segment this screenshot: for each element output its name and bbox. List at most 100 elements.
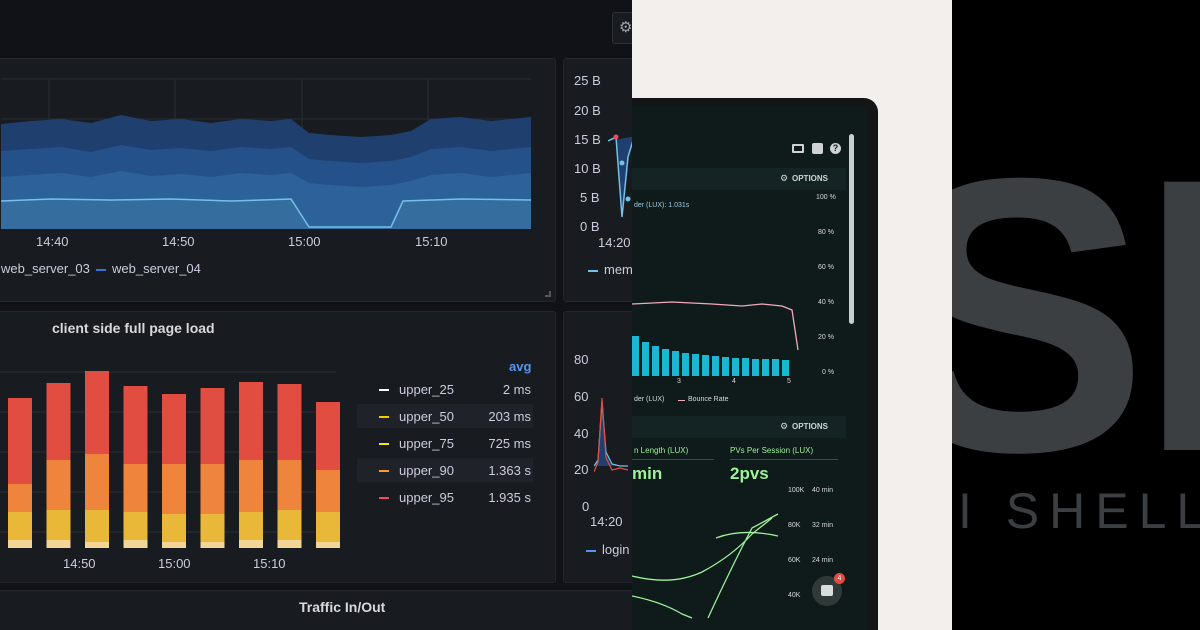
memory-sparkline: [608, 134, 632, 218]
bar-segment: [316, 542, 340, 548]
share-icon[interactable]: [812, 143, 823, 154]
legend-lux: der (LUX): [634, 396, 665, 403]
legend-dash-icon: [379, 389, 389, 391]
laptop-body: ? ⚙ OPTIONS der (LUX): 1.031s 100 % 80 %…: [632, 98, 878, 630]
options-label: OPTIONS: [792, 422, 829, 431]
options-gear-icon: ⚙: [780, 173, 789, 183]
bar-segment: [8, 484, 32, 512]
bar-segment: [85, 510, 109, 542]
y-tick-80: 80: [574, 352, 589, 367]
bar-segment: [316, 470, 340, 512]
bar-segment: [200, 542, 225, 548]
axis-left-40k: 40K: [788, 592, 801, 599]
legend-item-web-server-03[interactable]: web_server_03: [1, 261, 90, 276]
axis-left-60k: 60K: [788, 557, 801, 564]
bar-segment: [123, 386, 148, 464]
legend-label: upper_25: [399, 382, 454, 397]
bar-segment: [123, 512, 148, 540]
bar-segment: [200, 514, 225, 542]
series-base-area: [1, 199, 531, 229]
shell-logo-panel: SH I SHELL: [952, 0, 1200, 630]
login-panel[interactable]: 80 60 40 20 0 14:20 login: [563, 311, 632, 583]
divider: [730, 459, 838, 460]
legend-dash-icon: [588, 269, 598, 272]
grafana-dashboard: ⚙ 14:40 14:50 15:00 15:10 w: [0, 0, 632, 630]
kpi-session-length-value: min: [632, 464, 663, 483]
legend-label: web_server_04: [112, 261, 201, 276]
scrollbar[interactable]: [849, 134, 854, 324]
panel-title: Traffic In/Out: [299, 599, 386, 615]
y-tick-5b: 5 B: [580, 190, 600, 205]
options-label: OPTIONS: [792, 174, 829, 183]
help-icon[interactable]: ?: [830, 143, 841, 154]
bar-segment: [200, 388, 225, 464]
y-tick-20: 20: [574, 462, 589, 477]
series-label: der (LUX): 1.031s: [634, 202, 690, 209]
options-row-2[interactable]: ⚙ OPTIONS: [632, 416, 846, 438]
web-server-area-chart: 14:40 14:50 15:00 15:10: [0, 78, 532, 249]
x-tick-1500: 15:00: [158, 556, 191, 571]
memory-panel[interactable]: 25 B 20 B 15 B 10 B 5 B 0 B 14:20 mem: [563, 58, 632, 302]
legend-item-mem[interactable]: mem: [588, 262, 632, 277]
monitor-icon[interactable]: [792, 144, 804, 153]
legend-value: 2 ms: [502, 382, 531, 397]
options-row-1[interactable]: ⚙ OPTIONS: [632, 168, 846, 190]
x-tick-2: 14:50: [162, 234, 195, 249]
bar-x-tick-3: 3: [677, 378, 681, 385]
dashboard-settings-button[interactable]: ⚙: [612, 12, 632, 44]
traffic-panel[interactable]: Traffic In/Out: [0, 590, 632, 630]
bar-segment: [239, 382, 263, 460]
y-tick-60: 60: [574, 389, 589, 404]
legend-dash-icon: [586, 549, 596, 552]
legend-label: upper_95: [399, 490, 454, 505]
resize-handle-icon[interactable]: [545, 291, 551, 297]
axis-right-24min: 24 min: [812, 557, 834, 564]
bar-segment: [85, 454, 109, 510]
lux-combo-chart: [632, 301, 799, 376]
x-tick-1: 14:40: [36, 234, 69, 249]
gear-icon: ⚙: [619, 19, 632, 36]
legend-label: login: [602, 542, 630, 557]
bar-segment: [200, 464, 225, 514]
y-tick-15b: 15 B: [574, 132, 601, 147]
y-tick-40: 40: [574, 426, 589, 441]
legend-dash-icon: [379, 416, 389, 418]
legend-header-avg[interactable]: avg: [509, 359, 532, 374]
bar-segment: [162, 514, 186, 542]
page-load-panel[interactable]: client side full page load 14:50 15:00 1…: [0, 311, 556, 583]
x-tick-1420: 14:20: [590, 514, 623, 529]
bar-x-tick-5: 5: [787, 378, 791, 385]
bar-segment: [239, 460, 263, 512]
legend-item-login[interactable]: login: [586, 542, 629, 557]
legend-value: 1.363 s: [488, 463, 531, 478]
x-tick-1510: 15:10: [253, 556, 286, 571]
axis-left-80k: 80K: [788, 522, 801, 529]
page-load-bar-chart: [0, 371, 340, 548]
web-server-panel[interactable]: 14:40 14:50 15:00 15:10 web_server_03 we…: [0, 58, 556, 302]
bar-segment: [239, 512, 263, 540]
session-line-chart: [632, 513, 779, 619]
pct-tick-0: 0 %: [822, 369, 835, 376]
legend-item-web-server-04[interactable]: web_server_04: [96, 261, 201, 276]
bar-segment: [162, 394, 186, 464]
bar-segment: [123, 464, 148, 512]
kpi-pvs-title: PVs Per Session (LUX): [730, 446, 814, 455]
pct-tick-100: 100 %: [816, 194, 836, 201]
kpi-session-length-title: n Length (LUX): [634, 446, 689, 455]
legend-dash-icon: [379, 497, 389, 499]
notification-badge: 4: [834, 573, 845, 584]
y-tick-0: 0: [582, 499, 590, 514]
x-tick-1450: 14:50: [63, 556, 96, 571]
legend-value: 203 ms: [488, 409, 531, 424]
bar-segment: [46, 540, 71, 548]
axis-right-32min: 32 min: [812, 522, 834, 529]
legend-label: upper_75: [399, 436, 454, 451]
bar-segment: [162, 464, 186, 514]
x-tick-4: 15:10: [415, 234, 448, 249]
legend-dash-icon: [96, 268, 106, 271]
bar-segment: [46, 383, 71, 460]
legend-value: 1.935 s: [488, 490, 531, 505]
shell-wordmark: I SHELL: [958, 483, 1200, 539]
divider: [632, 459, 714, 460]
chat-button[interactable]: 4: [812, 573, 845, 606]
